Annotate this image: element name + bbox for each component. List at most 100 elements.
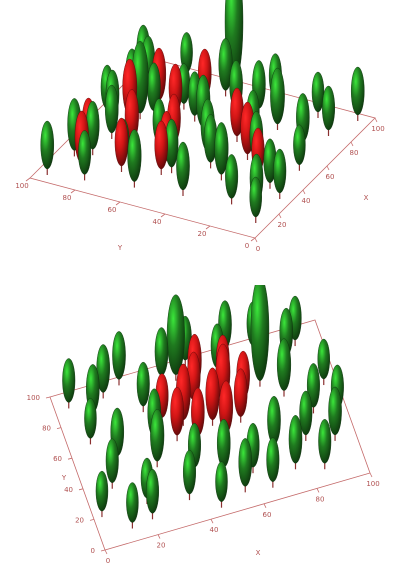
tree-crown bbox=[293, 124, 306, 166]
x-tick-label: 20 bbox=[278, 221, 287, 229]
tree-crown bbox=[250, 285, 270, 381]
scatter-3d-plot-top: 0 20 40 60 80 100 0 20 40 60 80 100 X Y bbox=[15, 0, 385, 253]
y-tick bbox=[70, 189, 76, 194]
x-tick-label: 80 bbox=[350, 149, 359, 157]
y-tick-label: 20 bbox=[75, 516, 84, 524]
tree-healthy bbox=[328, 386, 342, 441]
tree-healthy bbox=[214, 122, 229, 181]
x-tick bbox=[350, 141, 354, 147]
tree-healthy bbox=[350, 66, 365, 121]
tree-healthy bbox=[183, 449, 196, 501]
tree-healthy bbox=[136, 361, 150, 413]
tree-crown bbox=[322, 85, 335, 131]
tree-crown bbox=[225, 154, 239, 199]
tree-healthy bbox=[95, 470, 109, 518]
y-tick-label: 100 bbox=[15, 182, 28, 190]
tree-healthy bbox=[154, 327, 169, 382]
tree-healthy bbox=[225, 154, 239, 205]
y-tick-label: 0 bbox=[245, 242, 249, 250]
tree-crown bbox=[317, 338, 330, 380]
x-tick-label: 60 bbox=[326, 173, 335, 181]
tree-healthy bbox=[276, 338, 292, 397]
x-tick-label: 20 bbox=[157, 542, 166, 550]
y-tick bbox=[250, 237, 256, 242]
y-tick bbox=[45, 396, 51, 399]
y-tick bbox=[67, 457, 73, 460]
tree-crown bbox=[150, 409, 165, 462]
tree-healthy bbox=[176, 141, 190, 196]
x-tick bbox=[254, 237, 258, 243]
y-axis-title: Y bbox=[117, 244, 123, 252]
scatter-3d-plot-bottom: 0 20 40 60 80 100 0 20 40 60 80 100 X Y bbox=[27, 285, 380, 565]
tree-crown bbox=[238, 438, 253, 487]
tree-healthy bbox=[322, 85, 335, 136]
x-tick bbox=[302, 189, 306, 195]
tree-crown bbox=[126, 482, 139, 523]
tree-healthy bbox=[293, 124, 306, 171]
tree-crown bbox=[62, 358, 76, 403]
x-tick-label: 100 bbox=[371, 125, 384, 133]
floor-outline bbox=[49, 319, 371, 551]
x-tick-label: 40 bbox=[210, 526, 219, 534]
tree-crown bbox=[215, 461, 228, 502]
tree-crown bbox=[84, 398, 97, 439]
y-tick-label: 40 bbox=[153, 218, 162, 226]
tree-crown bbox=[183, 449, 196, 495]
x-tick bbox=[104, 549, 108, 555]
tree-healthy bbox=[84, 398, 97, 445]
tree-healthy bbox=[273, 148, 287, 199]
tree-healthy bbox=[166, 294, 185, 381]
tree-healthy bbox=[266, 437, 280, 488]
tree-healthy bbox=[250, 285, 270, 387]
tree-healthy bbox=[238, 438, 253, 493]
y-tick bbox=[115, 201, 121, 206]
tree-crown bbox=[136, 361, 150, 407]
tree-infected bbox=[154, 120, 169, 175]
tree-crown bbox=[214, 122, 229, 175]
y-tick-label: 80 bbox=[42, 425, 51, 433]
tree-healthy bbox=[318, 419, 332, 470]
tree-infected bbox=[170, 386, 184, 442]
tree-healthy bbox=[203, 114, 218, 169]
tree-healthy bbox=[40, 120, 55, 175]
x-axis-title: X bbox=[256, 549, 261, 557]
tree-healthy bbox=[249, 176, 262, 223]
tree-healthy bbox=[306, 363, 320, 414]
y-tick-label: 60 bbox=[108, 206, 117, 214]
tree-crown bbox=[249, 176, 262, 218]
tree-crown bbox=[40, 120, 55, 170]
tree-infected bbox=[233, 368, 248, 423]
x-axis-title: X bbox=[364, 194, 369, 202]
y-tick-label: 100 bbox=[27, 394, 40, 402]
x-tick bbox=[263, 503, 267, 508]
tree-healthy bbox=[288, 415, 303, 470]
tree-crown bbox=[288, 415, 303, 464]
y-tick bbox=[160, 213, 166, 218]
y-tick-label: 0 bbox=[91, 547, 95, 555]
tree-crown bbox=[276, 338, 292, 391]
tree-infected bbox=[205, 367, 220, 426]
tree-healthy bbox=[146, 469, 159, 520]
y-tick-label: 40 bbox=[64, 486, 73, 494]
x-tick bbox=[326, 165, 330, 171]
y-axis-title: Y bbox=[61, 474, 67, 482]
tree-healthy bbox=[62, 358, 76, 409]
y-tick bbox=[56, 427, 62, 429]
tree-crown bbox=[78, 130, 92, 175]
tree-healthy bbox=[150, 409, 165, 468]
tree-crown bbox=[176, 141, 190, 191]
y-tick-label: 80 bbox=[63, 194, 72, 202]
y-tick bbox=[205, 225, 211, 230]
tree-crown bbox=[270, 67, 285, 125]
tree-crown bbox=[112, 331, 126, 380]
tree-crown bbox=[216, 419, 231, 468]
x-tick-label: 60 bbox=[263, 511, 272, 519]
tree-crown bbox=[95, 470, 109, 512]
y-tick bbox=[100, 549, 106, 552]
x-tick bbox=[374, 117, 378, 123]
tree-healthy bbox=[126, 482, 139, 529]
x-tick bbox=[278, 213, 282, 219]
tree-crown bbox=[114, 117, 129, 167]
x-tick-label: 80 bbox=[316, 495, 325, 503]
tree-crown bbox=[205, 367, 220, 421]
